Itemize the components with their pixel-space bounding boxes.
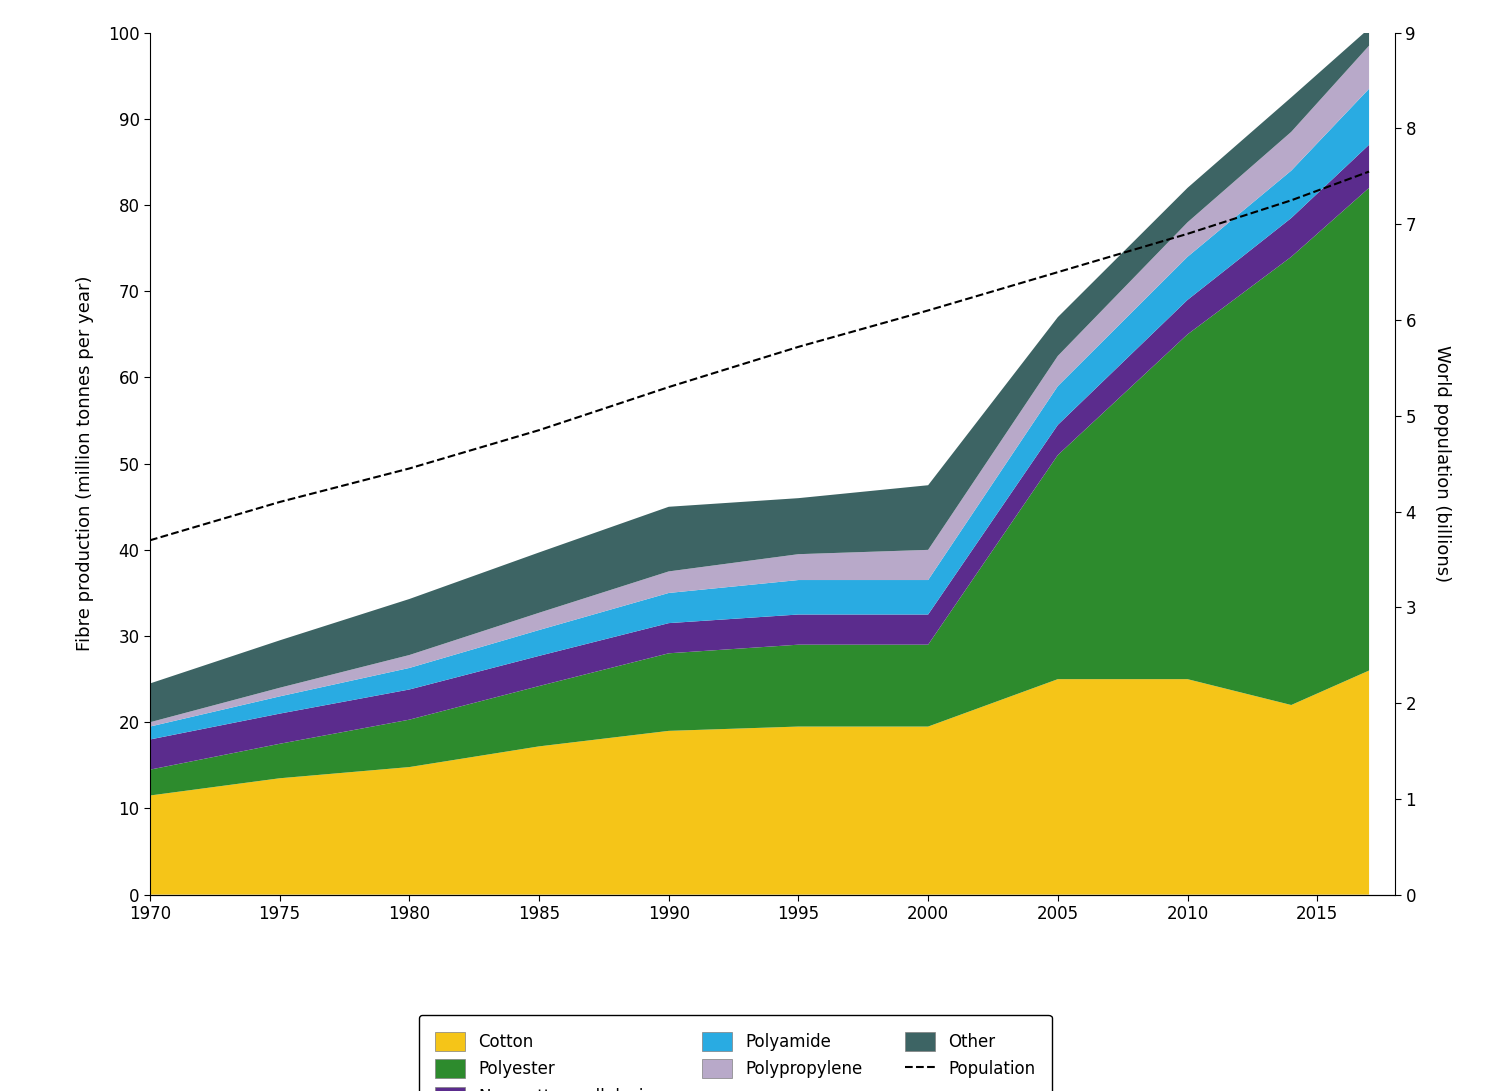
- Y-axis label: Fibre production (million tonnes per year): Fibre production (million tonnes per yea…: [76, 276, 94, 651]
- Y-axis label: World population (billions): World population (billions): [1432, 345, 1450, 583]
- Legend: Cotton, Polyester, Non-cotton cellulosics, Polyamide, Polypropylene, Other, Popu: Cotton, Polyester, Non-cotton cellulosic…: [419, 1015, 1052, 1091]
